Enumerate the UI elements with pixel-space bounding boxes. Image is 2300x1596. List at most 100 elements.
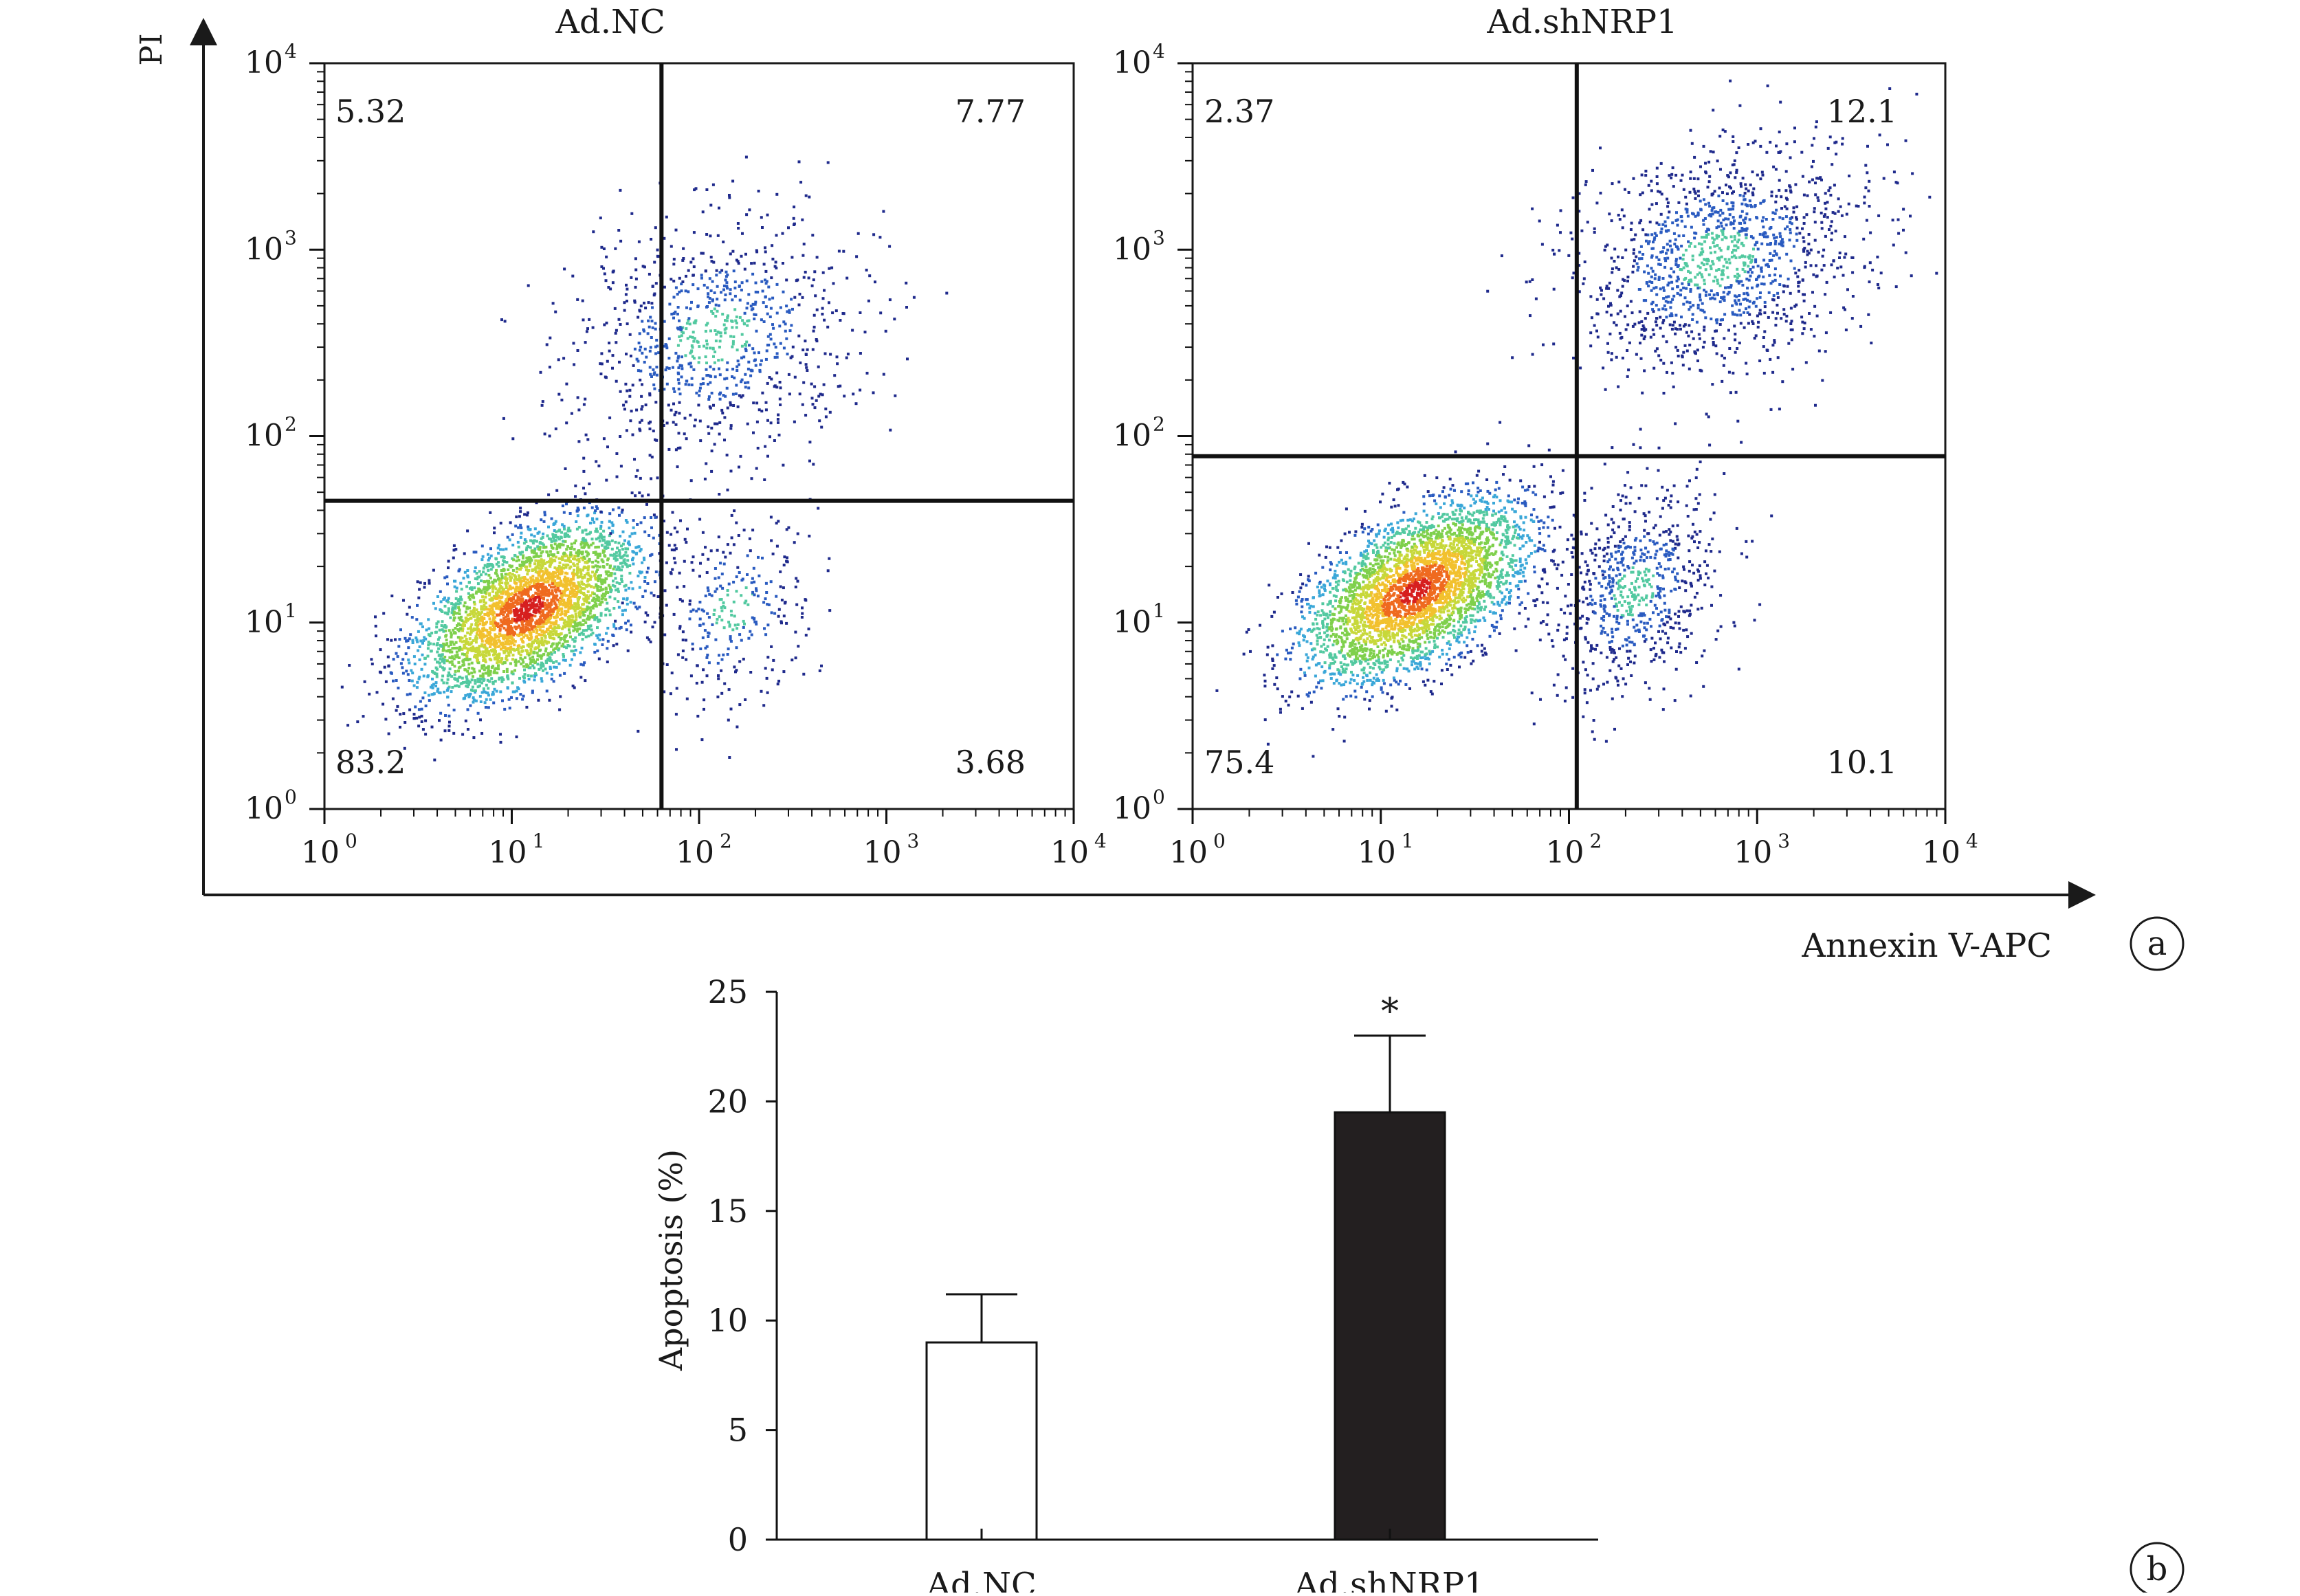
event-dot xyxy=(582,551,584,554)
event-dot xyxy=(484,596,487,599)
event-dot xyxy=(544,588,546,590)
event-dot xyxy=(637,575,639,577)
event-dot xyxy=(620,544,623,547)
event-dot xyxy=(573,573,575,576)
event-dot xyxy=(474,603,476,606)
event-dot xyxy=(558,557,561,560)
event-dot xyxy=(516,570,518,573)
event-dot xyxy=(627,650,630,652)
event-dot xyxy=(428,582,431,585)
event-dot xyxy=(770,645,773,648)
event-dot xyxy=(645,612,648,614)
event-dot xyxy=(675,448,678,451)
event-dot xyxy=(805,353,808,356)
event-dot xyxy=(593,521,595,524)
event-dot xyxy=(572,578,575,581)
event-dot xyxy=(726,263,729,265)
event-dot xyxy=(579,633,582,636)
event-dot xyxy=(672,280,675,282)
event-dot xyxy=(458,646,461,649)
event-dot xyxy=(549,550,552,553)
event-dot xyxy=(413,685,416,687)
event-dot xyxy=(537,532,540,535)
event-dot xyxy=(717,234,720,237)
event-dot xyxy=(677,357,680,359)
event-dot xyxy=(760,410,763,412)
event-dot xyxy=(774,384,777,387)
event-dot xyxy=(482,617,485,620)
event-dot xyxy=(450,632,452,634)
event-dot xyxy=(813,314,816,317)
event-dot xyxy=(575,540,577,542)
event-dot xyxy=(692,569,694,572)
event-dot xyxy=(729,635,732,638)
event-dot xyxy=(436,673,439,676)
event-dot xyxy=(403,721,406,724)
event-dot xyxy=(483,580,485,583)
event-dot xyxy=(561,558,564,561)
event-dot xyxy=(757,556,760,559)
event-dot xyxy=(842,312,845,315)
event-dot xyxy=(472,597,475,599)
event-dot xyxy=(704,629,707,632)
event-dot xyxy=(605,479,608,482)
event-dot xyxy=(503,708,506,711)
event-dot xyxy=(500,596,503,599)
event-dot xyxy=(595,599,598,601)
event-dot xyxy=(727,489,729,491)
event-dot xyxy=(479,695,482,698)
event-dot xyxy=(477,685,480,688)
event-dot xyxy=(593,618,596,621)
event-dot xyxy=(685,658,687,661)
event-dot xyxy=(478,654,481,657)
event-dot xyxy=(638,545,641,548)
event-dot xyxy=(714,329,716,332)
event-dot xyxy=(720,619,723,621)
event-dot xyxy=(484,691,487,694)
event-dot xyxy=(751,581,753,584)
event-dot xyxy=(804,414,807,417)
event-dot xyxy=(723,606,726,609)
event-dot xyxy=(436,661,439,663)
event-dot xyxy=(684,417,687,420)
event-dot xyxy=(685,383,687,386)
event-dot xyxy=(467,658,469,661)
event-dot xyxy=(601,597,604,599)
event-dot xyxy=(744,343,747,346)
event-dot xyxy=(759,370,762,373)
event-dot xyxy=(696,305,699,308)
event-dot xyxy=(525,566,528,568)
event-dot xyxy=(450,690,453,693)
event-dot xyxy=(673,557,676,559)
event-dot xyxy=(801,348,804,351)
event-dot xyxy=(815,399,818,402)
event-dot xyxy=(752,401,755,404)
event-dot xyxy=(399,713,401,716)
event-dot xyxy=(749,549,752,552)
event-dot xyxy=(775,346,777,348)
event-dot xyxy=(555,584,558,586)
event-dot xyxy=(698,575,701,577)
event-dot xyxy=(624,563,627,566)
event-dot xyxy=(785,278,788,281)
event-dot xyxy=(485,613,487,616)
event-dot xyxy=(644,348,647,351)
event-dot xyxy=(678,277,681,280)
event-dot xyxy=(508,598,511,601)
event-dot xyxy=(727,621,730,623)
event-dot xyxy=(467,628,469,630)
event-dot xyxy=(612,584,615,587)
event-dot xyxy=(639,429,641,432)
event-dot xyxy=(601,521,604,524)
event-dot xyxy=(733,509,736,512)
event-dot xyxy=(663,286,666,289)
event-dot xyxy=(797,645,799,647)
event-dot xyxy=(776,352,779,355)
event-dot xyxy=(457,661,460,664)
event-dot xyxy=(827,162,830,164)
event-dot xyxy=(500,318,503,321)
event-dot xyxy=(700,274,703,276)
event-dot xyxy=(552,302,555,304)
event-dot xyxy=(628,587,630,590)
event-dot xyxy=(517,602,520,605)
